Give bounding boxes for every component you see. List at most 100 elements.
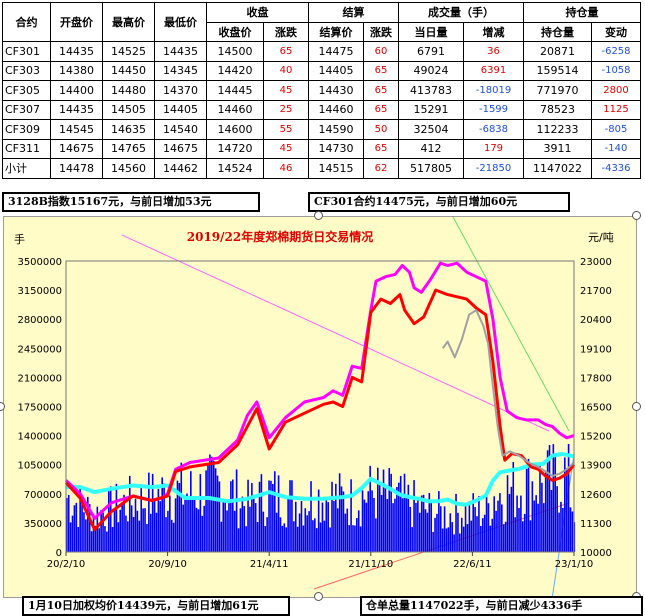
resize-handle[interactable] bbox=[632, 402, 641, 411]
table-cell: 25 bbox=[263, 99, 309, 120]
volume-bar bbox=[235, 469, 238, 552]
volume-bar bbox=[107, 488, 110, 552]
right-tick-label: 17800 bbox=[580, 373, 612, 384]
volume-bar bbox=[331, 481, 333, 552]
group-header: 结算 bbox=[308, 2, 399, 23]
volume-bar bbox=[266, 517, 268, 552]
table-cell: 14505 bbox=[102, 99, 155, 120]
volume-bar bbox=[167, 510, 169, 552]
col-header: 增减 bbox=[463, 21, 524, 42]
volume-bar bbox=[314, 518, 316, 552]
volume-bar bbox=[193, 496, 196, 552]
volume-bar bbox=[81, 502, 83, 552]
volume-bar bbox=[113, 510, 116, 552]
volume-bar bbox=[148, 472, 150, 552]
cyan-open-interest-line bbox=[66, 451, 575, 507]
trading-chart: 0 350000 700000 1050000 1400000 1750000 210000… bbox=[14, 214, 614, 600]
volume-bar bbox=[163, 483, 165, 552]
group-header: 成交量（手） bbox=[398, 2, 524, 23]
left-unit-label: 手 bbox=[14, 232, 25, 246]
volume-bar bbox=[273, 471, 276, 552]
table-row: CF309 14545 14635 14540 14600 55 14590 50 32504-… bbox=[2, 119, 641, 140]
table-cell: 14590 bbox=[308, 119, 364, 140]
volume-bar bbox=[92, 513, 95, 552]
x-tick-label: 21/11/10 bbox=[348, 559, 393, 570]
volume-bar bbox=[239, 508, 242, 552]
volume-bar bbox=[439, 506, 442, 552]
table-cell: -18019 bbox=[463, 80, 524, 101]
table-cell: 65 bbox=[363, 99, 399, 120]
volume-bar bbox=[188, 497, 190, 552]
volume-bar bbox=[132, 516, 135, 552]
volume-bar bbox=[476, 516, 478, 552]
volume-bar bbox=[367, 491, 370, 552]
volume-bar bbox=[491, 518, 494, 552]
table-cell: 65 bbox=[363, 80, 399, 101]
volume-bar bbox=[79, 485, 81, 552]
table-cell: 159514 bbox=[523, 60, 592, 81]
volume-bar bbox=[445, 528, 448, 552]
volume-bar bbox=[310, 481, 312, 552]
volume-bar bbox=[418, 512, 421, 552]
resize-handle[interactable] bbox=[0, 402, 5, 411]
x-tick-label: 23/1/10 bbox=[555, 559, 594, 570]
volume-bar bbox=[436, 513, 438, 552]
volume-bar bbox=[327, 502, 329, 552]
volume-bar bbox=[352, 525, 354, 552]
volume-bar bbox=[518, 508, 520, 552]
volume-bar bbox=[109, 486, 112, 552]
right-tick-label: 20400 bbox=[580, 315, 612, 326]
volume-bar bbox=[254, 503, 257, 552]
volume-bar bbox=[336, 508, 339, 552]
table-cell: 413783 bbox=[398, 80, 464, 101]
volume-bar bbox=[560, 501, 562, 552]
volume-bar bbox=[403, 473, 406, 552]
volume-bar bbox=[438, 491, 440, 552]
volume-bar bbox=[394, 498, 396, 552]
table-body: CF301 14435 14525 14435 14500 65 14475 60 6791 36… bbox=[2, 41, 641, 179]
volume-bar bbox=[291, 480, 293, 552]
series-lines bbox=[64, 261, 576, 532]
right-unit-label: 元/吨 bbox=[588, 231, 614, 244]
right-tick-label: 21700 bbox=[580, 286, 612, 297]
volume-bar bbox=[146, 523, 148, 552]
volume-bar bbox=[230, 481, 232, 552]
volume-bar bbox=[554, 454, 557, 552]
volume-bar bbox=[565, 468, 568, 552]
volume-bar bbox=[302, 525, 305, 552]
right-tick-label: 11300 bbox=[580, 519, 612, 530]
table-cell: 3911 bbox=[523, 138, 592, 159]
volume-bar bbox=[542, 503, 545, 552]
col-header: 结算价 bbox=[308, 21, 364, 42]
resize-handle[interactable] bbox=[632, 211, 641, 220]
volume-bar bbox=[304, 508, 307, 552]
volume-bar bbox=[270, 480, 272, 552]
volume-bar bbox=[149, 513, 152, 552]
table-cell: 14478 bbox=[50, 158, 103, 179]
col-header: 最高价 bbox=[102, 2, 155, 42]
volume-bar bbox=[243, 506, 246, 552]
volume-bar bbox=[136, 510, 139, 552]
volume-bar bbox=[212, 460, 215, 552]
table-cell: 20871 bbox=[523, 41, 592, 62]
volume-bar bbox=[241, 496, 244, 552]
volume-bar bbox=[205, 470, 207, 552]
volume-bar bbox=[401, 498, 404, 552]
x-tick-label: 20/9/10 bbox=[148, 559, 187, 570]
right-tick-label: 10000 bbox=[580, 548, 612, 559]
table-cell: 65 bbox=[363, 60, 399, 81]
col-header: 开盘价 bbox=[50, 2, 103, 42]
left-tick-label: 0 bbox=[56, 548, 62, 559]
volume-bar bbox=[180, 462, 183, 552]
table-cell: 517805 bbox=[398, 158, 464, 179]
volume-bar bbox=[88, 504, 91, 552]
volume-bar bbox=[83, 512, 85, 552]
volume-bar bbox=[111, 526, 114, 552]
volume-bar bbox=[506, 475, 509, 552]
resize-handle[interactable] bbox=[314, 592, 323, 601]
volume-bar bbox=[399, 475, 402, 552]
resize-handle[interactable] bbox=[314, 211, 323, 220]
volume-bar bbox=[432, 531, 434, 552]
volume-bar bbox=[85, 519, 87, 552]
trend-line bbox=[451, 214, 570, 432]
